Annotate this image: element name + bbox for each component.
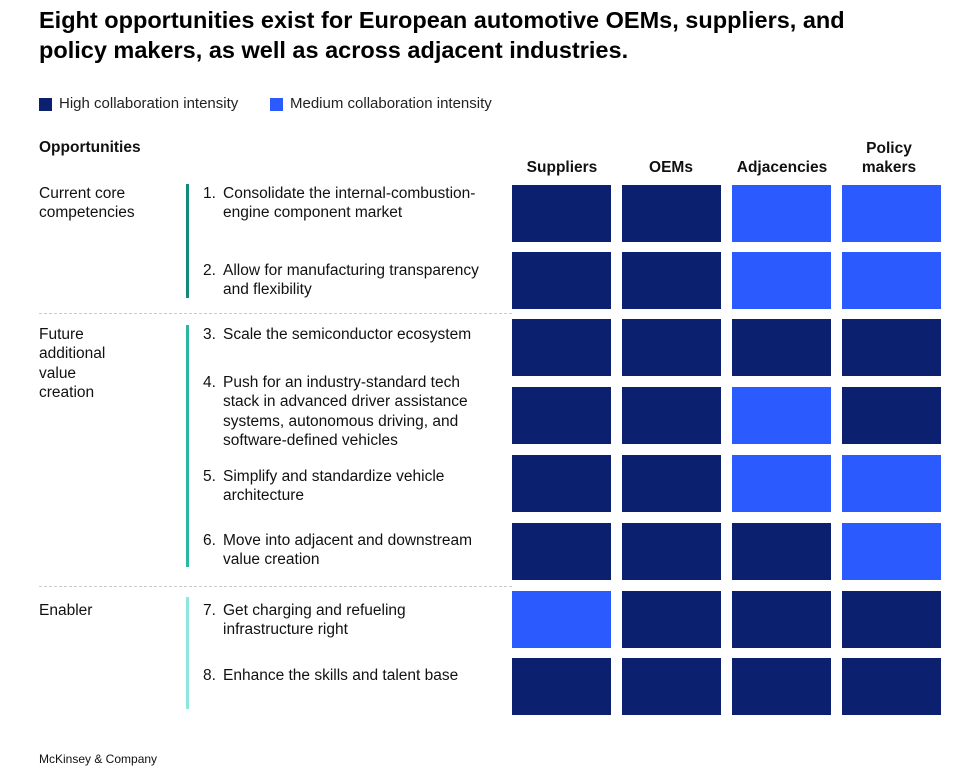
opportunity-text: Consolidate the internal-combustion-engi… xyxy=(223,185,476,222)
intensity-cell-adjacencies-medium xyxy=(732,455,831,512)
group-label-enabler: Enabler xyxy=(39,602,93,619)
group-label-core: Current core competencies xyxy=(39,185,135,222)
intensity-cell-oems-high xyxy=(622,387,721,444)
intensity-cell-oems-high xyxy=(622,185,721,242)
opportunity-number: 4. xyxy=(203,374,216,391)
intensity-cell-policy-makers-medium xyxy=(842,455,941,512)
intensity-cell-oems-high xyxy=(622,591,721,648)
opportunity-text: Get charging and refueling infrastructur… xyxy=(223,602,406,639)
group-bar-enabler xyxy=(186,597,189,709)
intensity-cell-oems-high xyxy=(622,523,721,580)
opportunity-text: Push for an industry-standard tech stack… xyxy=(223,374,468,449)
opportunities-header: Opportunities xyxy=(39,139,141,156)
intensity-cell-suppliers-high xyxy=(512,658,611,715)
group-bar-future xyxy=(186,325,189,567)
opportunity-number: 3. xyxy=(203,326,216,343)
intensity-cell-policy-makers-high xyxy=(842,319,941,376)
intensity-cell-policy-makers-high xyxy=(842,658,941,715)
intensity-cell-suppliers-high xyxy=(512,319,611,376)
intensity-cell-adjacencies-medium xyxy=(732,185,831,242)
intensity-cell-oems-high xyxy=(622,455,721,512)
opportunity-number: 6. xyxy=(203,532,216,549)
column-header-adjacencies: Adjacencies xyxy=(736,159,828,176)
opportunity-number: 5. xyxy=(203,468,216,485)
opportunity-number: 8. xyxy=(203,667,216,684)
intensity-cell-policy-makers-high xyxy=(842,591,941,648)
intensity-cell-adjacencies-medium xyxy=(732,252,831,309)
intensity-cell-policy-makers-medium xyxy=(842,185,941,242)
intensity-cell-oems-high xyxy=(622,252,721,309)
intensity-cell-adjacencies-high xyxy=(732,523,831,580)
opportunity-text: Allow for manufacturing transparency and… xyxy=(223,262,479,299)
intensity-cell-adjacencies-medium xyxy=(732,387,831,444)
intensity-cell-suppliers-high xyxy=(512,523,611,580)
intensity-cell-suppliers-high xyxy=(512,455,611,512)
page-title: Eight opportunities exist for European a… xyxy=(39,7,845,63)
legend-swatch-medium xyxy=(270,98,283,111)
opportunity-text: Move into adjacent and downstream value … xyxy=(223,532,473,569)
legend-label-high: High collaboration intensity xyxy=(59,95,239,112)
intensity-cell-oems-high xyxy=(622,319,721,376)
legend-swatch-high xyxy=(39,98,52,111)
intensity-cell-suppliers-high xyxy=(512,252,611,309)
opportunity-text: Simplify and standardize vehicle archite… xyxy=(223,468,445,505)
opportunity-number: 2. xyxy=(203,262,216,279)
opportunity-text: Scale the semiconductor ecosystem xyxy=(223,326,472,343)
intensity-cell-oems-high xyxy=(622,658,721,715)
group-bar-core xyxy=(186,184,189,298)
intensity-cell-adjacencies-high xyxy=(732,319,831,376)
column-header-policy-makers: Policy makers xyxy=(861,140,917,176)
opportunity-number: 1. xyxy=(203,185,216,202)
intensity-cell-policy-makers-high xyxy=(842,387,941,444)
intensity-cell-adjacencies-high xyxy=(732,591,831,648)
legend-label-medium: Medium collaboration intensity xyxy=(290,95,492,112)
column-header-suppliers: Suppliers xyxy=(526,159,598,176)
intensity-cell-policy-makers-medium xyxy=(842,523,941,580)
group-divider xyxy=(39,586,512,587)
intensity-cell-suppliers-high xyxy=(512,185,611,242)
group-divider xyxy=(39,313,512,314)
intensity-cell-suppliers-medium xyxy=(512,591,611,648)
intensity-cell-adjacencies-high xyxy=(732,658,831,715)
footer-brand: McKinsey & Company xyxy=(39,752,158,766)
opportunity-number: 7. xyxy=(203,602,216,619)
column-header-oems: OEMs xyxy=(649,159,693,176)
intensity-cell-suppliers-high xyxy=(512,387,611,444)
group-label-future: Future additional value creation xyxy=(39,326,106,401)
opportunity-text: Enhance the skills and talent base xyxy=(223,667,459,684)
intensity-cell-policy-makers-medium xyxy=(842,252,941,309)
